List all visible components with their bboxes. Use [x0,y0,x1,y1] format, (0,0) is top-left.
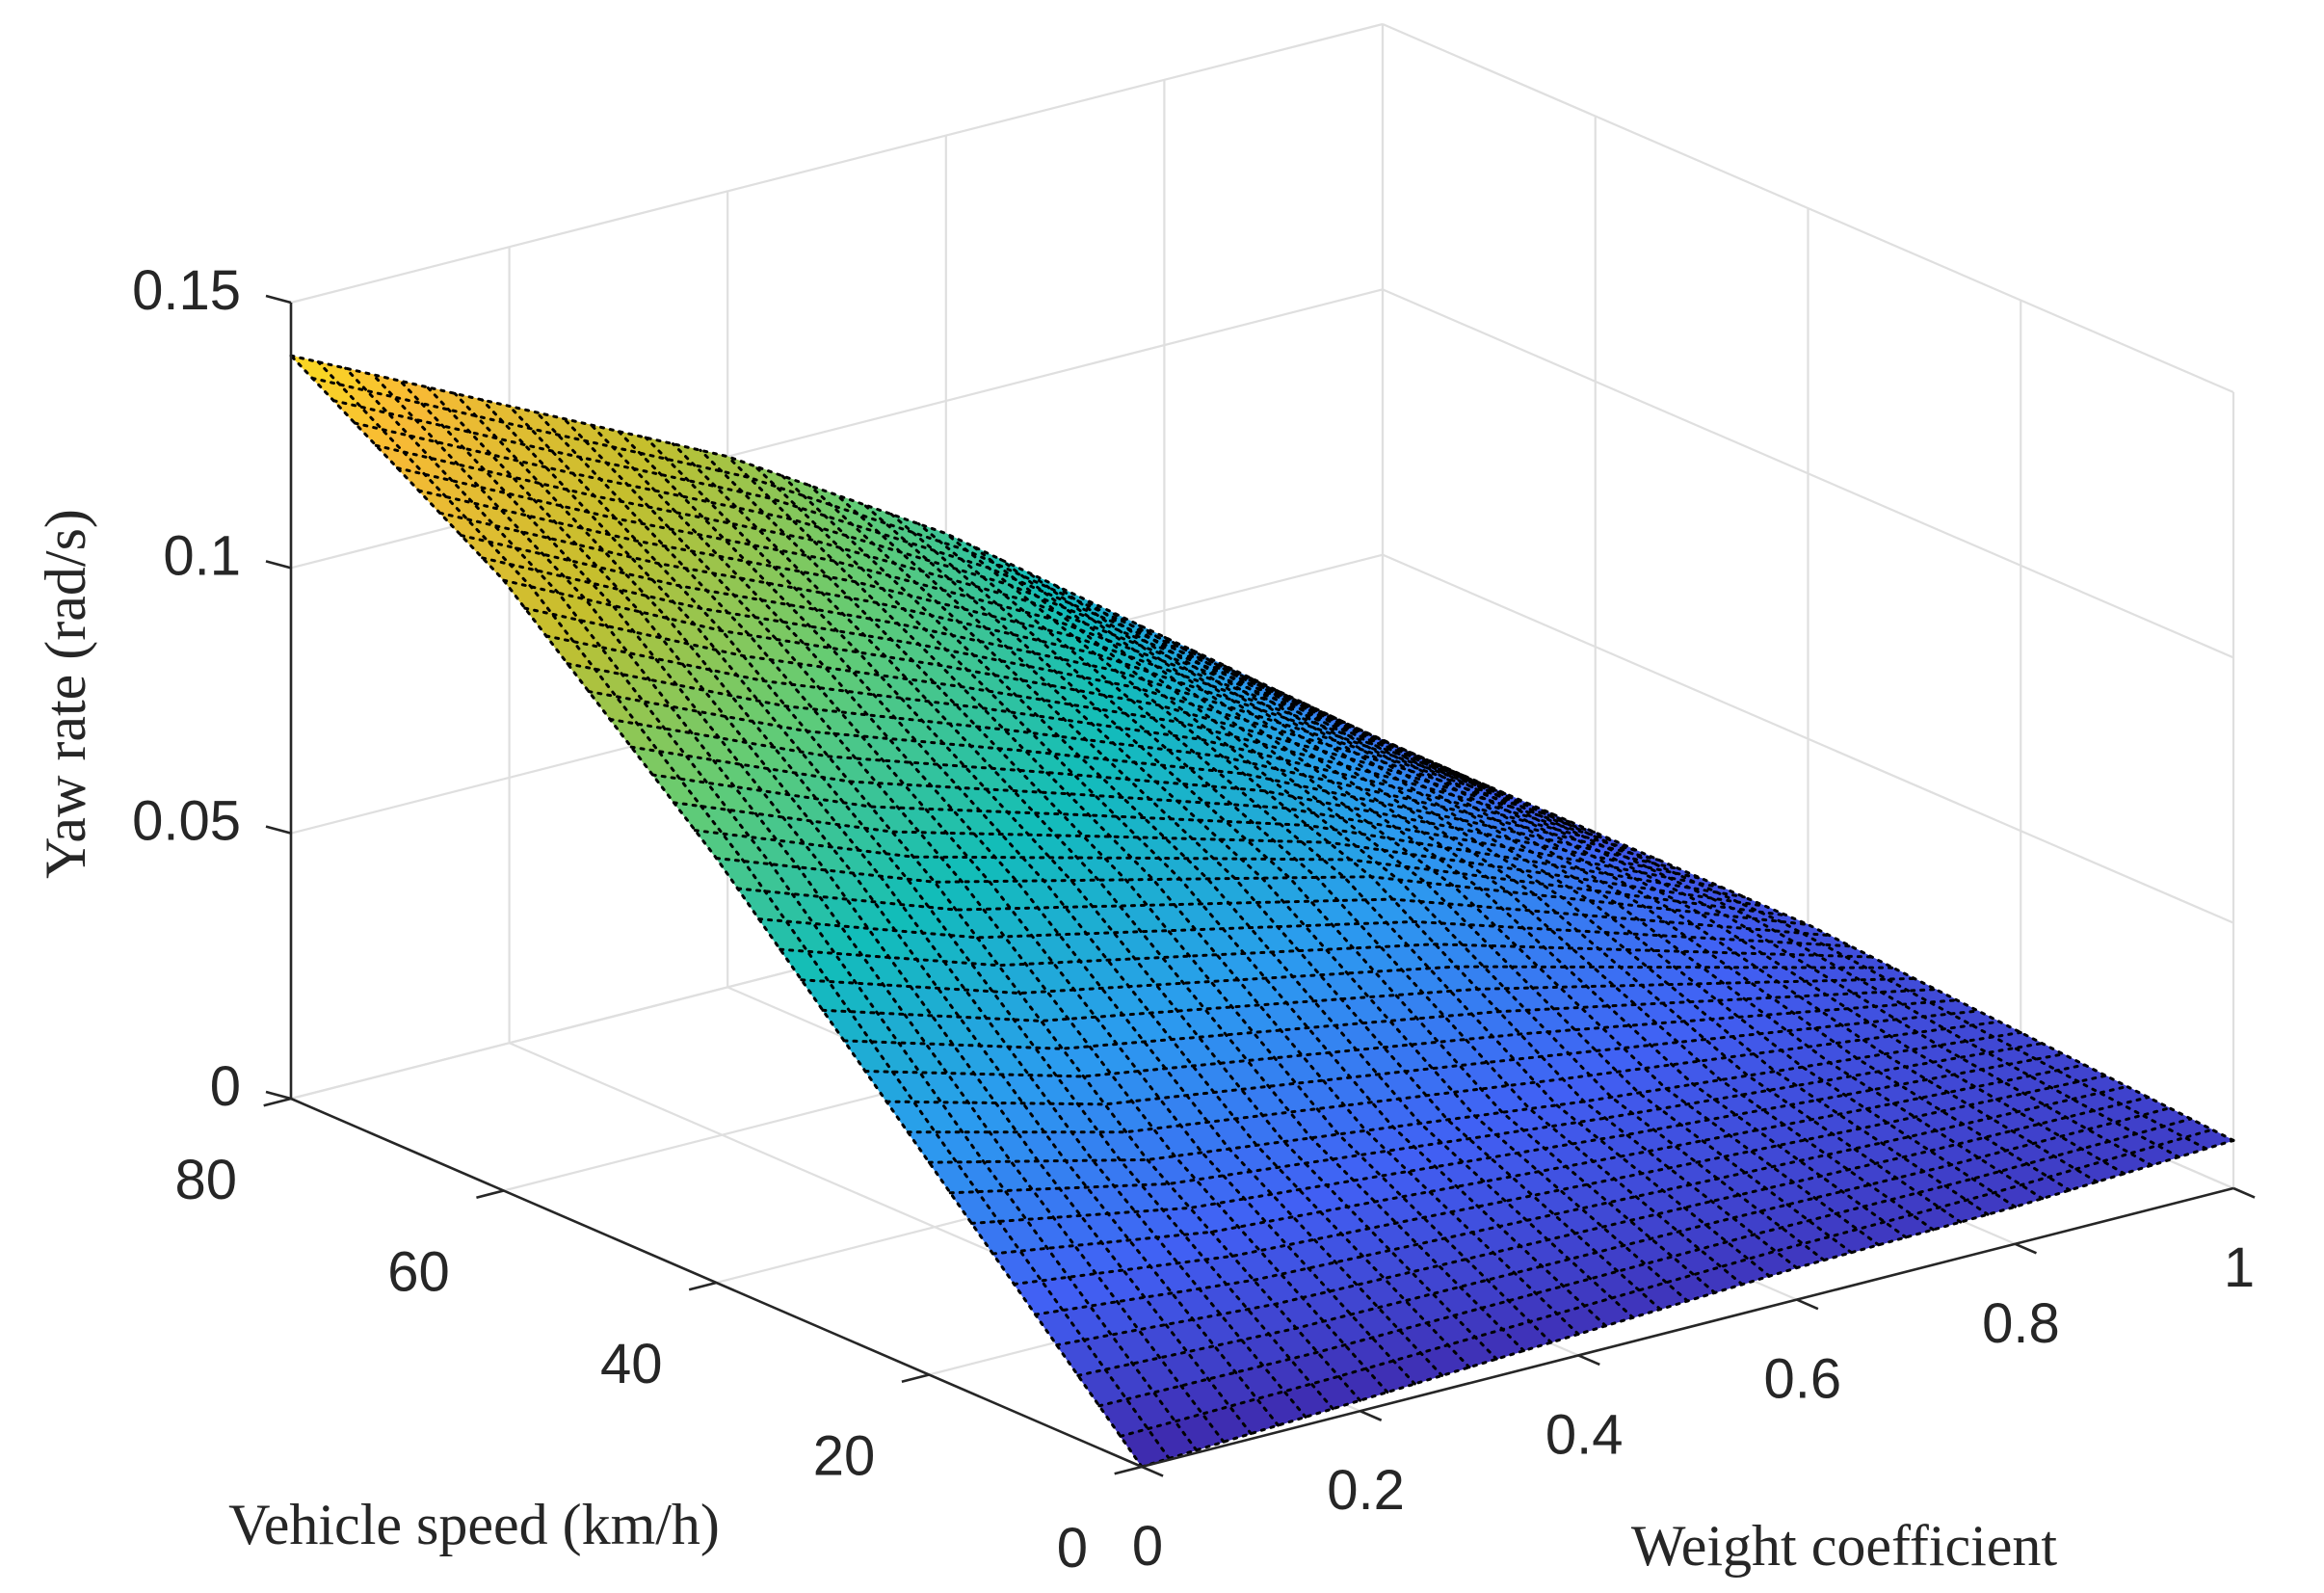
x-tick [2014,1242,2037,1255]
x-tick-label: 0.6 [1763,1348,1841,1411]
wall-gridline [1382,22,2234,394]
y-tick [263,1097,292,1107]
z-tick-label: 0 [210,1055,241,1118]
x-tick [1577,1354,1600,1367]
x-axis-label: Weight coefficient [1631,1514,2058,1578]
x-tick [1360,1410,1383,1421]
y-tick-label: 40 [600,1333,663,1395]
z-axis-label: Yaw rate (rad/s) [34,509,97,879]
y-tick-label: 60 [387,1241,450,1304]
y-tick [476,1189,505,1199]
wall-gridline [1382,553,2234,924]
y-tick-label: 0 [1057,1517,1088,1580]
z-tick [265,560,292,570]
x-tick-label: 1 [2224,1236,2255,1299]
y-tick [688,1281,717,1291]
x-tick [1796,1298,1819,1311]
z-tick [265,825,292,835]
x-tick-label: 0.8 [1982,1292,2060,1355]
x-tick-label: 0.2 [1327,1459,1405,1522]
z-tick-label: 0.05 [132,790,241,853]
surface-mesh [289,354,2235,1469]
y-tick [901,1373,930,1383]
y-tick-label: 80 [174,1149,237,1211]
y-tick [1114,1465,1143,1475]
y-axis-label: Vehicle speed (km/h) [228,1493,720,1556]
x-tick-label: 0 [1132,1515,1163,1578]
wall-gridline [1382,288,2234,659]
wall-gridline [290,22,1384,305]
z-tick [265,294,292,305]
x-tick-label: 0.4 [1545,1403,1624,1466]
z-tick [265,1090,292,1101]
z-tick-label: 0.1 [163,524,241,587]
z-tick-label: 0.15 [132,259,241,322]
x-tick [1141,1465,1164,1477]
y-tick-label: 20 [813,1425,876,1488]
x-tick [2232,1186,2256,1199]
